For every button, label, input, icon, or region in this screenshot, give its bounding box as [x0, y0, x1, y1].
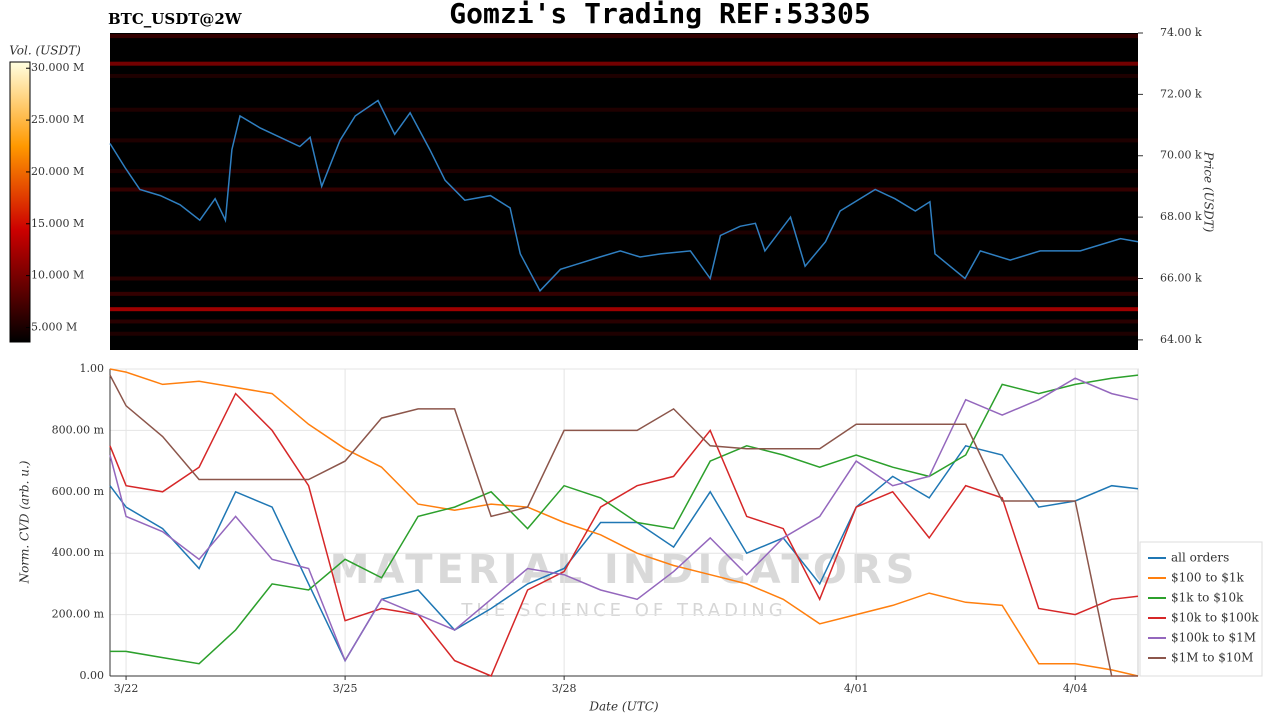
colorbar-tick-label: 30.000 M	[31, 61, 84, 74]
x-tick-label: 3/25	[333, 682, 358, 695]
heat-band	[110, 331, 1138, 336]
x-tick-label: 3/28	[552, 682, 577, 695]
series-line	[109, 444, 1139, 663]
watermark: THE SCIENCE OF TRADING	[460, 600, 786, 621]
watermark: MATERIAL INDICATORS	[330, 547, 919, 593]
y-tick-label: 1.00	[80, 362, 105, 375]
heat-band	[110, 307, 1138, 312]
heat-band	[110, 291, 1138, 296]
legend-label: $1k to $10k	[1171, 591, 1244, 605]
heat-band	[110, 230, 1138, 235]
y-tick-label: 400.00 m	[52, 546, 105, 559]
price-line	[109, 99, 1139, 293]
colorbar	[9, 61, 31, 343]
y-axis-label: Price (USDT)	[1202, 151, 1216, 233]
y-tick-label: 200.00 m	[52, 608, 105, 621]
heat-band	[110, 187, 1138, 192]
series-line	[109, 377, 1139, 663]
y-tick-label: 72.00 k	[1160, 87, 1202, 100]
colorbar-tick-label: 25.000 M	[31, 113, 84, 126]
legend-label: $10k to $100k	[1171, 611, 1259, 625]
series-line	[109, 374, 1138, 677]
colorbar-tick-label: 15.000 M	[31, 217, 84, 230]
legend	[1139, 541, 1263, 677]
series-line	[109, 392, 1139, 677]
legend-label: $100k to $1M	[1171, 631, 1256, 645]
colorbar-tick-label: 10.000 M	[31, 269, 84, 282]
heat-band	[110, 319, 1138, 324]
y-axis-label: Norm. CVD (arb. u.)	[18, 460, 32, 584]
heat-band	[110, 138, 1138, 143]
colorbar-tick-label: 5.000 M	[31, 320, 77, 333]
legend-label: $1M to $10M	[1171, 651, 1253, 665]
page-title: Gomzi's Trading REF:53305	[449, 0, 870, 30]
legend-label: all orders	[1171, 551, 1229, 565]
series-line	[110, 374, 1139, 665]
y-tick-label: 70.00 k	[1160, 149, 1202, 162]
heat-band	[110, 34, 1138, 39]
y-tick-label: 600.00 m	[52, 485, 105, 498]
y-tick-label: 0.00	[80, 669, 105, 682]
chart-title: BTC_USDT@2W	[108, 10, 243, 28]
x-axis-label: Date (UTC)	[588, 700, 658, 714]
y-tick-label: 800.00 m	[52, 423, 105, 436]
x-tick-label: 4/04	[1063, 682, 1088, 695]
x-tick-label: 3/22	[114, 682, 139, 695]
y-tick-label: 68.00 k	[1160, 210, 1202, 223]
heat-band	[110, 61, 1138, 66]
y-tick-label: 64.00 k	[1160, 333, 1202, 346]
series-line	[109, 368, 1139, 677]
colorbar-tick-label: 20.000 M	[31, 165, 84, 178]
legend-label: $100 to $1k	[1171, 571, 1244, 585]
y-tick-label: 74.00 k	[1160, 26, 1202, 39]
y-tick-label: 66.00 k	[1160, 271, 1202, 284]
heat-band	[110, 73, 1138, 78]
heat-band	[110, 169, 1138, 174]
heat-band	[110, 276, 1138, 281]
x-tick-label: 4/01	[844, 682, 869, 695]
colorbar-label: Vol. (USDT)	[9, 44, 81, 58]
heat-band	[110, 107, 1138, 112]
